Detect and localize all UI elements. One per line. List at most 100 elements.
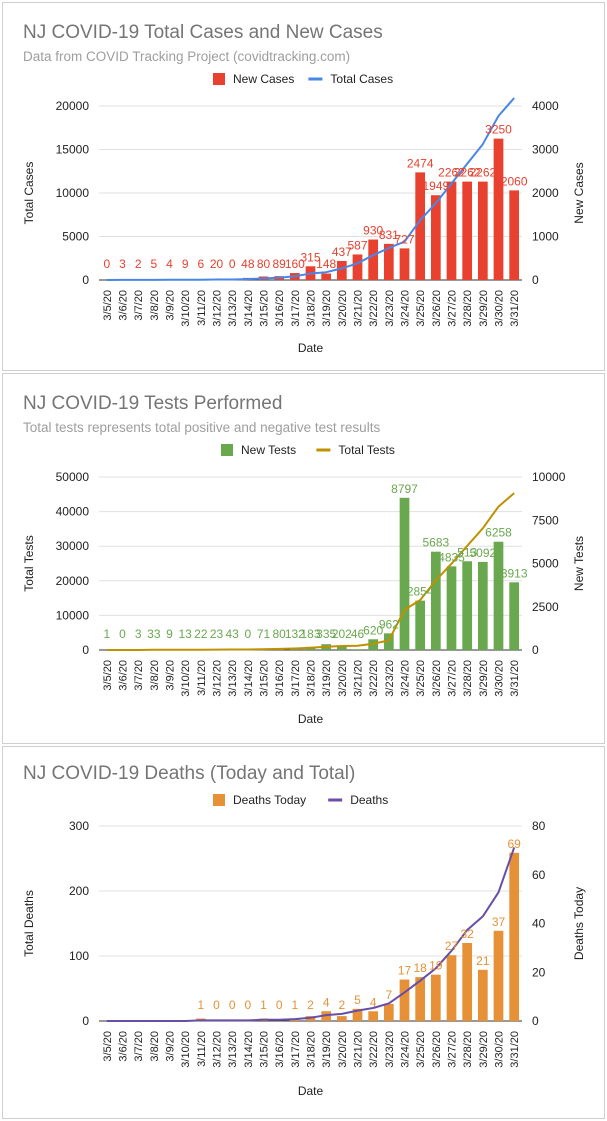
data-label: 23: [210, 627, 224, 641]
x-tick-label: 3/19/20: [321, 290, 333, 327]
data-label: 0: [213, 998, 220, 1012]
x-tick-label: 3/22/20: [368, 1031, 380, 1068]
data-label: 2474: [407, 156, 434, 170]
y2-tick-label: 2000: [532, 186, 559, 200]
legend-swatch-new-tests: [221, 444, 233, 456]
x-tick-label: 3/5/20: [102, 660, 114, 691]
data-label: 1: [260, 998, 267, 1012]
x-axis-title: Date: [298, 712, 324, 726]
x-tick-label: 3/6/20: [118, 660, 130, 691]
y-tick-label: 20000: [56, 574, 90, 588]
x-axis-title: Date: [298, 1084, 324, 1098]
x-tick-label: 3/16/20: [274, 660, 286, 697]
x-tick-label: 3/30/20: [494, 660, 506, 697]
x-tick-label: 3/8/20: [149, 660, 161, 691]
x-tick-label: 3/8/20: [149, 1031, 161, 1062]
data-label: 183: [300, 627, 320, 641]
y2-tick-label: 4000: [532, 99, 559, 113]
series-line: [106, 97, 515, 281]
y-axis-title: Total Tests: [22, 535, 36, 591]
tests-chart: 0 10000 20000 30000 40000 50000 0 2500 5000 7500 1…: [22, 443, 586, 726]
y2-tick-label: 3000: [532, 143, 559, 157]
x-tick-label: 3/24/20: [400, 1031, 412, 1068]
data-label: 7: [385, 988, 392, 1002]
bar: [383, 243, 394, 280]
x-tick-label: 3/19/20: [321, 660, 333, 697]
data-label: 962: [379, 617, 399, 631]
data-label: 4: [370, 995, 377, 1009]
data-label: 4: [323, 995, 330, 1009]
bar: [509, 582, 520, 650]
x-tick-label: 3/30/20: [494, 290, 506, 327]
x-tick-label: 3/10/20: [180, 660, 192, 697]
x-tick-label: 3/14/20: [243, 660, 255, 697]
x-tick-label: 3/18/20: [306, 290, 318, 327]
data-label: 2: [135, 257, 142, 271]
x-tick-label: 3/17/20: [290, 1031, 302, 1068]
data-label: 13: [178, 627, 192, 641]
legend-swatch-new-cases: [213, 73, 225, 85]
data-label: 0: [229, 257, 236, 271]
data-label: 8797: [391, 482, 418, 496]
x-tick-label: 3/11/20: [196, 1031, 208, 1067]
y-tick-label: 20000: [56, 99, 90, 113]
y2-tick-label: 0: [532, 643, 539, 657]
data-label: 2: [307, 998, 314, 1012]
bar: [493, 138, 504, 280]
data-label: 5683: [422, 536, 449, 550]
data-label: 2854: [407, 585, 434, 599]
bar: [368, 239, 379, 280]
bar: [509, 190, 520, 280]
bar: [462, 943, 473, 1021]
x-tick-label: 3/9/20: [165, 660, 177, 691]
y2-tick-label: 60: [532, 868, 546, 882]
x-tick-label: 3/20/20: [337, 1031, 349, 1068]
data-label: 0: [103, 257, 110, 271]
data-label: 80: [272, 627, 286, 641]
x-tick-label: 3/31/20: [509, 1031, 521, 1068]
x-tick-label: 3/22/20: [368, 290, 380, 327]
x-tick-label: 3/21/20: [353, 290, 365, 327]
bar: [477, 561, 488, 650]
bar: [383, 1003, 394, 1021]
y2-tick-label: 10000: [532, 470, 566, 484]
x-tick-label: 3/29/20: [478, 1031, 490, 1068]
bar: [430, 195, 441, 280]
bar: [477, 181, 488, 280]
data-label: 37: [492, 915, 506, 929]
x-tick-label: 3/15/20: [259, 290, 271, 327]
x-tick-label: 3/10/20: [180, 290, 192, 327]
y2-tick-label: 0: [532, 1014, 539, 1028]
y-tick-label: 0: [82, 643, 89, 657]
data-label: 1: [197, 998, 204, 1012]
x-tick-label: 3/22/20: [368, 660, 380, 697]
chart-panel-deaths: NJ COVID-19 Deaths (Today and Total) 0 10…: [2, 746, 605, 1119]
data-label: 69: [507, 837, 521, 851]
x-tick-label: 3/7/20: [133, 1031, 145, 1062]
bar: [462, 181, 473, 280]
x-tick-label: 3/16/20: [274, 1031, 286, 1068]
y-tick-label: 15000: [56, 143, 90, 157]
bar: [477, 969, 488, 1021]
x-tick-label: 3/25/20: [415, 660, 427, 697]
x-tick-label: 3/26/20: [431, 290, 443, 327]
x-tick-label: 3/11/20: [196, 660, 208, 696]
bar: [336, 646, 347, 650]
y-tick-label: 50000: [56, 470, 90, 484]
legend-label: Total Cases: [330, 72, 393, 86]
bar: [383, 633, 394, 650]
bar: [430, 974, 441, 1021]
data-label: 3: [119, 257, 126, 271]
bar: [321, 273, 332, 280]
x-tick-label: 3/13/20: [227, 290, 239, 327]
data-label: 43: [225, 627, 239, 641]
data-label: 0: [119, 627, 126, 641]
bar: [462, 561, 473, 650]
x-tick-label: 3/28/20: [462, 660, 474, 697]
bar: [446, 955, 457, 1021]
x-tick-label: 3/14/20: [243, 290, 255, 327]
y-tick-label: 0: [82, 273, 89, 287]
data-label: 0: [229, 998, 236, 1012]
x-tick-label: 3/20/20: [337, 290, 349, 327]
x-tick-label: 3/17/20: [290, 290, 302, 327]
